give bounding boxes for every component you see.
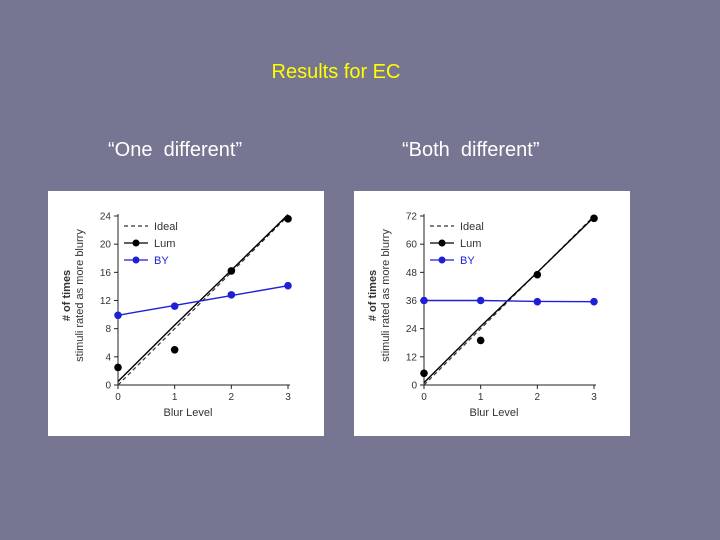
- legend-label-by: BY: [154, 255, 169, 267]
- y-tick-label: 16: [100, 268, 112, 279]
- y-axis-label: # of timesstimuli rated as more blurry: [61, 229, 86, 362]
- chart-panel-both-different: 0 12 24 36 48 60 72 0 1 2 3 Blur Level # of timessti…: [354, 191, 630, 436]
- y-tick-label: 0: [411, 381, 417, 392]
- x-tick-label: 0: [115, 392, 121, 403]
- series-line-by: [424, 299, 595, 303]
- legend-label-ideal: Ideal: [154, 221, 178, 233]
- y-tick-label: 8: [105, 324, 111, 335]
- y-tick-label: 24: [100, 212, 112, 223]
- y-tick-label: 20: [100, 240, 112, 251]
- x-tick-label: 3: [285, 392, 291, 403]
- data-point-lum: [227, 267, 236, 275]
- y-tick-label: 72: [406, 212, 418, 223]
- data-point-lum: [114, 363, 122, 372]
- data-point-by: [476, 296, 485, 305]
- x-tick-label: 2: [535, 392, 541, 403]
- legend-label-by: BY: [460, 255, 475, 267]
- legend-label-lum: Lum: [460, 238, 481, 250]
- subtitle-one-different: “One different”: [108, 139, 243, 161]
- x-axis-label: Blur Level: [470, 407, 519, 419]
- y-tick-label: 12: [406, 352, 418, 363]
- x-tick-label: 2: [229, 392, 235, 403]
- legend-marker-by: [438, 256, 446, 264]
- x-tick-label: 0: [421, 392, 427, 403]
- x-tick-label: 3: [591, 392, 597, 403]
- y-tick-label: 4: [105, 352, 111, 363]
- y-tick-label: 36: [406, 296, 418, 307]
- subtitle-both-different: “Both different”: [402, 139, 540, 161]
- data-point-by: [533, 297, 542, 306]
- y-tick-label: 0: [105, 381, 111, 392]
- series-line-by: [117, 285, 289, 316]
- data-point-by: [420, 296, 428, 305]
- y-axis-label-line: # of times: [61, 270, 73, 321]
- series-line-lum: [117, 214, 289, 382]
- data-point-lum: [284, 215, 292, 223]
- x-tick-label: 1: [172, 392, 178, 403]
- slide-title: Results for EC: [271, 61, 401, 83]
- series-line-lum: [423, 216, 595, 384]
- legend-marker-lum: [132, 239, 140, 247]
- y-axis-label-line: stimuli rated as more blurry: [380, 229, 392, 362]
- y-tick-label: 48: [406, 268, 418, 279]
- data-point-by: [114, 311, 122, 320]
- data-point-by: [227, 291, 236, 299]
- y-axis-label-line: stimuli rated as more blurry: [74, 229, 86, 362]
- data-point-by: [284, 281, 292, 290]
- y-tick-label: 12: [100, 296, 112, 307]
- data-point-by: [590, 297, 598, 306]
- legend-label-ideal: Ideal: [460, 221, 484, 233]
- y-tick-label: 60: [406, 240, 418, 251]
- data-point-lum: [170, 345, 179, 354]
- legend-marker-lum: [438, 239, 446, 247]
- data-point-by: [170, 302, 179, 310]
- data-point-lum: [590, 214, 598, 223]
- legend-marker-by: [132, 256, 140, 264]
- y-axis-label-line: # of times: [367, 270, 379, 321]
- data-point-lum: [476, 336, 485, 345]
- x-tick-label: 1: [478, 392, 484, 403]
- x-axis-label: Blur Level: [164, 407, 213, 419]
- chart-panel-one-different: 0 4 8 12 16 20 24 0 1 2 3 Blur Level # of timesstimu…: [48, 191, 324, 436]
- legend-label-lum: Lum: [154, 238, 175, 250]
- y-axis-label: # of timesstimuli rated as more blurry: [367, 229, 392, 362]
- data-point-lum: [420, 369, 428, 378]
- data-point-lum: [533, 270, 542, 279]
- y-tick-label: 24: [406, 324, 418, 335]
